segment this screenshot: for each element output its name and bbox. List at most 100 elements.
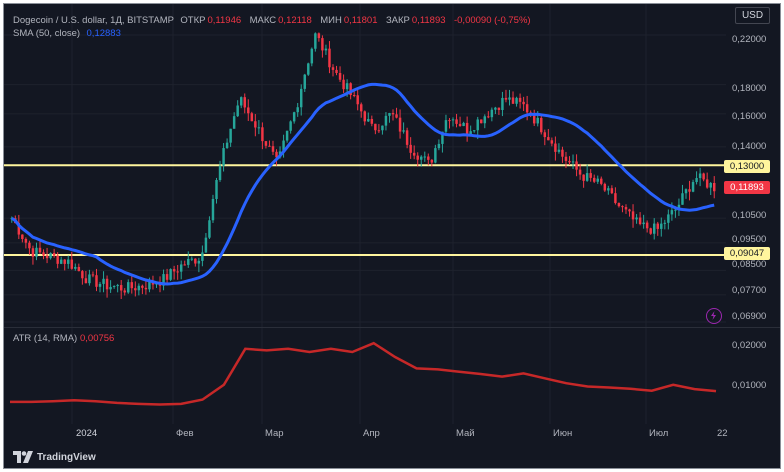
candle-body xyxy=(264,141,268,146)
candle-body xyxy=(239,97,243,106)
candle-body xyxy=(437,143,441,149)
candle-body xyxy=(405,130,409,145)
candle-body xyxy=(377,130,381,132)
time-tick: Июл xyxy=(649,428,669,439)
candle-body xyxy=(42,252,45,256)
time-tick: 2024 xyxy=(76,428,98,439)
candle-body xyxy=(645,222,649,229)
low-label: МИН xyxy=(320,15,342,26)
candle-body xyxy=(561,149,564,157)
candle-body xyxy=(74,266,77,269)
candle-body xyxy=(702,173,705,180)
candle-body xyxy=(568,160,571,163)
candle-body xyxy=(254,121,257,128)
candle-body xyxy=(617,203,621,207)
tradingview-logo[interactable]: TradingView xyxy=(13,451,96,463)
candle-body xyxy=(600,178,603,184)
candle-body xyxy=(236,105,239,117)
atr-value: 0,00756 xyxy=(80,333,115,344)
candle-body xyxy=(575,161,578,170)
candle-body xyxy=(204,237,208,253)
candle-body xyxy=(409,144,412,153)
candle-body xyxy=(511,97,515,104)
candle-body xyxy=(642,222,645,225)
candle-body xyxy=(342,79,345,90)
price-chart[interactable] xyxy=(4,4,781,469)
price-tick: 0,07700 xyxy=(732,285,767,296)
candle-body xyxy=(638,217,642,225)
candle-body xyxy=(536,117,539,124)
candle-body xyxy=(522,101,525,105)
candle-body xyxy=(215,180,218,199)
time-tick: Апр xyxy=(363,428,380,439)
candle-body xyxy=(271,146,275,152)
time-tick: 22 xyxy=(717,428,728,439)
candle-body xyxy=(197,260,201,264)
candle-body xyxy=(596,178,599,182)
candle-body xyxy=(374,123,377,131)
candle-body xyxy=(232,116,236,129)
candle-body xyxy=(261,127,264,142)
candle-body xyxy=(695,178,698,183)
candle-body xyxy=(331,67,335,70)
candle-body xyxy=(469,131,472,135)
time-tick: Июн xyxy=(553,428,573,439)
candle-body xyxy=(345,83,349,90)
candle-body xyxy=(102,278,105,284)
last-price-tag: 0,11893 xyxy=(724,181,770,194)
candle-body xyxy=(684,189,688,194)
atr-tick: 0,02000 xyxy=(732,340,767,351)
pane-divider[interactable] xyxy=(4,327,780,328)
candle-body xyxy=(420,156,423,160)
candle-body xyxy=(384,115,388,126)
candle-body xyxy=(352,95,356,97)
candle-body xyxy=(589,173,592,178)
candle-body xyxy=(543,132,547,138)
candle-body xyxy=(391,113,395,115)
candle-body xyxy=(201,252,204,261)
candle-body xyxy=(504,97,508,100)
candle-body xyxy=(289,121,292,131)
candle-body xyxy=(649,228,652,234)
candle-body xyxy=(635,217,638,220)
chart-frame[interactable]: Dogecoin / U.S. dollar, 1Д, BITSTAMP ОТК… xyxy=(3,3,781,469)
candle-body xyxy=(179,264,183,272)
symbol-title[interactable]: Dogecoin / U.S. dollar, 1Д, BITSTAMP xyxy=(13,15,174,26)
candle-body xyxy=(285,130,289,141)
candle-body xyxy=(307,63,310,75)
atr-line xyxy=(10,341,717,406)
candle-body xyxy=(187,258,190,265)
candle-body xyxy=(441,131,444,144)
candle-body xyxy=(141,285,144,288)
candle-body xyxy=(296,107,299,113)
candle-body xyxy=(395,114,398,118)
change-value: -0,00090 (-0,75%) xyxy=(453,15,531,26)
lightning-flag-icon[interactable] xyxy=(706,308,722,324)
candle-body xyxy=(52,253,56,256)
candle-body xyxy=(208,220,211,238)
candle-body xyxy=(299,88,303,108)
candle-body xyxy=(451,119,455,121)
candle-body xyxy=(532,115,536,124)
candle-body xyxy=(571,161,575,163)
candle-body xyxy=(31,248,35,257)
candle-body xyxy=(247,107,250,114)
candle-body xyxy=(70,259,74,269)
candle-body xyxy=(137,285,141,291)
candle-body xyxy=(218,165,222,181)
candle-body xyxy=(367,119,370,122)
candle-body xyxy=(176,271,179,273)
time-tick: Май xyxy=(456,428,475,439)
candle-body xyxy=(144,287,148,290)
currency-button[interactable]: USD xyxy=(735,7,770,24)
footer-bar: TradingView xyxy=(4,448,780,468)
tradingview-icon xyxy=(13,451,33,463)
candle-body xyxy=(310,48,314,64)
candle-body xyxy=(698,173,702,179)
candle-body xyxy=(564,156,568,161)
candle-body xyxy=(656,223,659,229)
candle-body xyxy=(712,182,716,192)
atr-label[interactable]: ATR (14, RMA) xyxy=(13,333,78,344)
candle-body xyxy=(674,209,677,211)
sma-label[interactable]: SMA (50, close) xyxy=(13,28,81,39)
